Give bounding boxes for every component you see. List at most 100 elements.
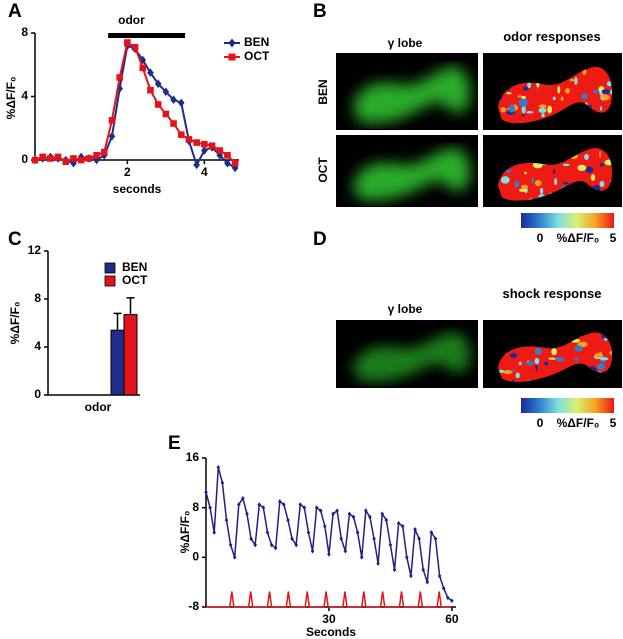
marker xyxy=(108,131,116,141)
marker xyxy=(421,567,426,573)
marker xyxy=(139,64,147,72)
marker xyxy=(204,489,208,495)
speckle xyxy=(538,104,547,109)
marker xyxy=(253,542,257,548)
marker xyxy=(177,98,185,108)
column-title: γ lobe xyxy=(388,302,423,316)
column-title: shock response xyxy=(502,286,602,301)
marker xyxy=(400,523,405,529)
series-line xyxy=(205,467,453,602)
marker xyxy=(392,567,397,573)
marker xyxy=(302,505,307,511)
speckle xyxy=(510,369,515,372)
marker xyxy=(282,502,286,507)
stimulus-bar xyxy=(108,33,186,38)
legend-label: OCT xyxy=(122,273,148,287)
speckle xyxy=(500,106,506,113)
marker xyxy=(231,159,239,167)
speckle xyxy=(524,362,529,365)
speckle xyxy=(554,178,558,186)
marker xyxy=(257,502,262,507)
y-axis-label: %ΔF/F₀ xyxy=(4,77,18,120)
marker xyxy=(318,508,323,514)
marker xyxy=(208,505,212,511)
speckle xyxy=(599,151,602,158)
speckle xyxy=(569,78,575,82)
speckle xyxy=(584,153,589,160)
speckle xyxy=(541,113,545,118)
marker xyxy=(347,511,352,517)
marker xyxy=(277,499,282,504)
marker xyxy=(177,131,185,138)
marker xyxy=(201,140,208,148)
speckle xyxy=(601,89,611,94)
speckle xyxy=(514,180,519,188)
speckle xyxy=(534,357,540,365)
speckle xyxy=(577,342,588,347)
y-axis-label: %ΔF/F₀ xyxy=(8,302,22,345)
marker xyxy=(93,155,100,165)
speckle xyxy=(585,166,594,173)
speckle xyxy=(539,187,544,195)
speckle xyxy=(511,379,515,382)
speckle xyxy=(522,86,529,91)
speckle xyxy=(520,184,529,190)
speckle xyxy=(534,179,542,187)
speckle xyxy=(526,110,534,114)
panel-label: E xyxy=(168,433,181,454)
row-label: BEN xyxy=(316,79,330,104)
annotation: odor xyxy=(118,13,145,27)
colorbar xyxy=(521,398,614,413)
speckle xyxy=(538,107,547,113)
x-tick-label: 60 xyxy=(445,612,459,626)
marker xyxy=(413,527,417,532)
marker xyxy=(429,530,434,535)
y-tick-label: 16 xyxy=(186,450,200,464)
speckle xyxy=(574,345,584,352)
marker xyxy=(290,536,294,542)
speckle xyxy=(552,96,556,101)
colorbar-label: %ΔF/F₀ xyxy=(557,416,600,430)
speckle xyxy=(531,177,535,184)
x-tick-label: 4 xyxy=(201,165,208,179)
marker xyxy=(216,151,224,160)
speckle xyxy=(552,168,555,175)
marker xyxy=(232,554,237,560)
row-label: OCT xyxy=(316,157,330,183)
marker xyxy=(335,508,339,514)
y-axis-label: %ΔF/F₀ xyxy=(178,511,192,554)
marker xyxy=(298,502,303,507)
marker xyxy=(396,520,401,526)
legend-label: OCT xyxy=(244,49,270,63)
y-tick-label: 4 xyxy=(21,89,28,103)
speckle xyxy=(548,357,556,360)
legend-marker xyxy=(104,275,116,287)
speckle xyxy=(521,114,525,117)
panel-label: C xyxy=(8,229,22,250)
marker xyxy=(351,514,356,520)
marker xyxy=(294,542,298,548)
marker xyxy=(193,139,200,146)
marker xyxy=(343,548,348,554)
speckle xyxy=(593,89,599,94)
marker xyxy=(216,147,224,154)
marker xyxy=(286,517,290,523)
marker xyxy=(355,530,360,535)
marker xyxy=(224,517,229,523)
x-axis-label: Seconds xyxy=(306,625,356,639)
marker xyxy=(147,86,154,94)
marker xyxy=(108,117,116,124)
marker xyxy=(314,505,319,511)
speckle xyxy=(597,363,606,371)
speckle xyxy=(577,164,587,171)
marker xyxy=(162,110,170,118)
marker xyxy=(433,536,438,542)
y-tick-label: 0 xyxy=(192,550,199,564)
marker xyxy=(147,68,154,77)
x-tick-label: 30 xyxy=(322,612,336,626)
marker xyxy=(368,514,372,520)
marker xyxy=(327,551,331,557)
speckle xyxy=(599,163,604,167)
speckle xyxy=(599,357,609,361)
